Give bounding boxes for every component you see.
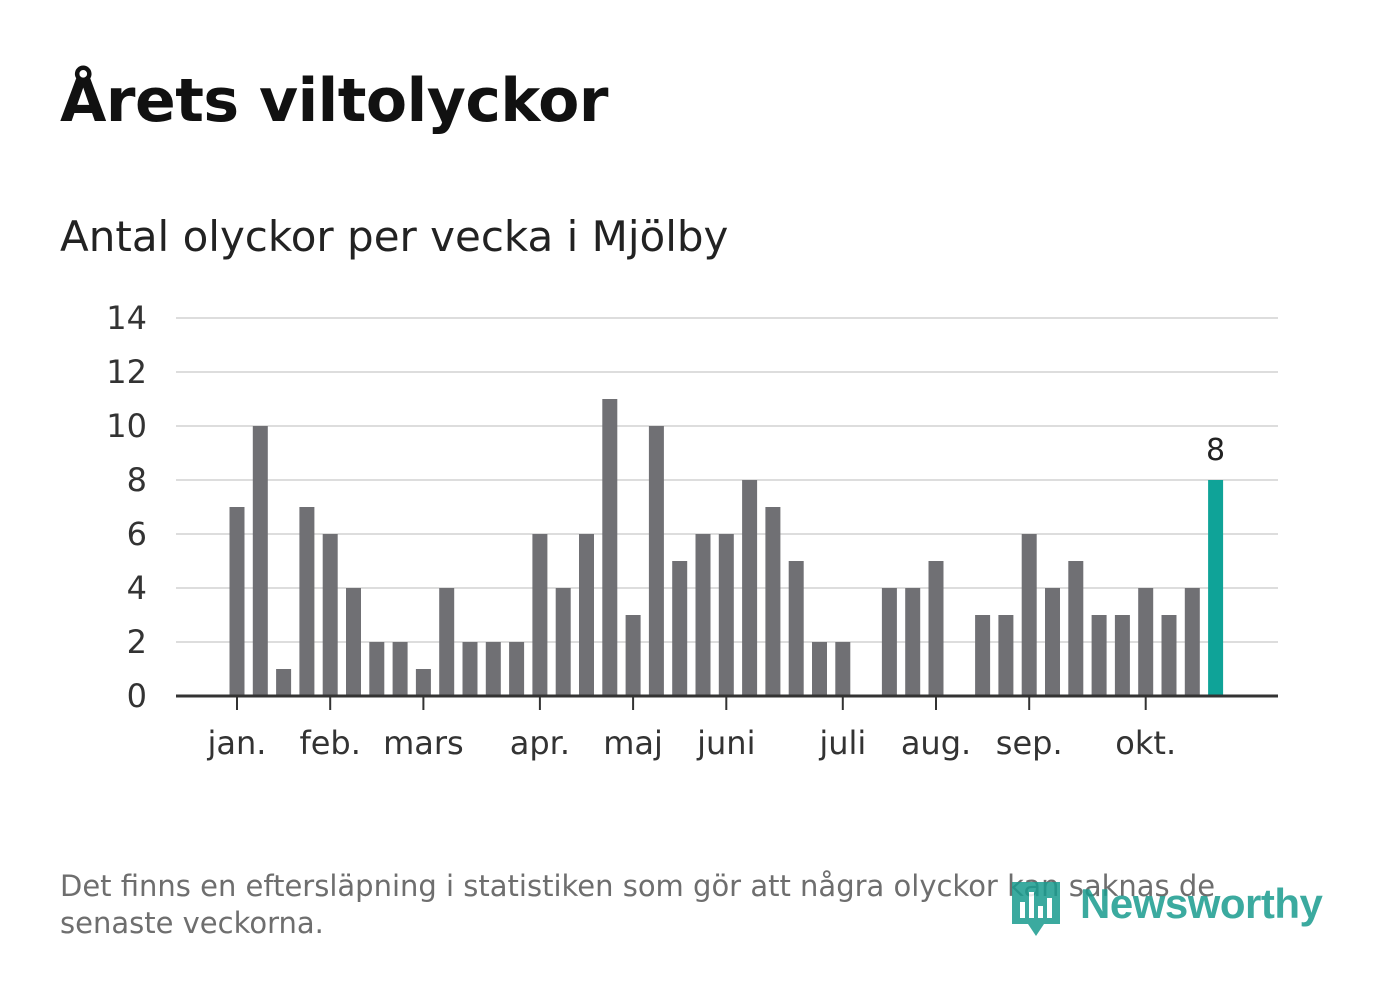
y-tick-label: 8 — [127, 461, 147, 499]
bar — [718, 534, 734, 696]
bar — [648, 426, 664, 696]
bar — [975, 615, 991, 696]
y-tick-label: 14 — [106, 299, 147, 337]
bar — [835, 642, 851, 696]
x-tick-label: sep. — [996, 724, 1063, 762]
y-tick-label: 2 — [127, 623, 147, 661]
y-tick-label: 6 — [127, 515, 147, 553]
x-tick-label: juni — [696, 724, 755, 762]
bar — [928, 561, 944, 696]
bar — [1184, 588, 1200, 696]
bar — [625, 615, 641, 696]
x-tick-label: mars — [383, 724, 464, 762]
x-axis-ticks: jan. feb. mars apr. maj juni juli aug. sep. okt. — [207, 696, 1176, 762]
bar — [812, 642, 827, 696]
bar — [1021, 534, 1037, 696]
data-labels: 8 — [1206, 433, 1225, 468]
bar — [1045, 588, 1060, 696]
bar-highlight — [1208, 480, 1224, 696]
y-tick-label: 4 — [127, 569, 147, 607]
bar — [555, 588, 571, 696]
bar — [1068, 561, 1084, 696]
bar — [532, 534, 548, 696]
bar — [439, 588, 455, 696]
bar — [509, 642, 525, 696]
bar — [1114, 615, 1130, 696]
bar — [485, 642, 501, 696]
bar — [672, 561, 688, 696]
bar — [392, 642, 408, 696]
x-tick-label: okt. — [1115, 724, 1176, 762]
x-tick-label: jan. — [207, 724, 267, 762]
y-tick-label: 12 — [106, 353, 147, 391]
x-tick-label: maj — [603, 724, 663, 762]
y-tick-label: 10 — [106, 407, 147, 445]
bar — [229, 507, 245, 696]
chart-subtitle: Antal olyckor per vecka i Mjölby — [60, 212, 729, 261]
x-tick-label: feb. — [299, 724, 360, 762]
bar — [998, 615, 1014, 696]
brand-name: Newsworthy — [1080, 880, 1323, 927]
bar — [369, 642, 385, 696]
bar — [346, 588, 361, 696]
bar — [881, 588, 897, 696]
chart-title: Årets viltolyckor — [60, 66, 609, 136]
bar — [1091, 615, 1107, 696]
y-axis-ticks: 0 2 4 6 8 10 12 14 — [106, 299, 147, 715]
bar — [252, 426, 268, 696]
bar — [276, 669, 292, 696]
bar — [462, 642, 478, 696]
brand-logo: Newsworthy — [1010, 876, 1340, 946]
x-tick-label: aug. — [901, 724, 971, 762]
bar — [579, 534, 594, 696]
bar — [788, 561, 804, 696]
x-tick-label: juli — [818, 724, 866, 762]
bar — [415, 669, 431, 696]
highlight-value-label: 8 — [1206, 433, 1225, 468]
bar — [905, 588, 921, 696]
x-tick-label: apr. — [510, 724, 570, 762]
bar — [299, 507, 315, 696]
bar — [1161, 615, 1177, 696]
bar — [695, 534, 711, 696]
newsworthy-logo-icon — [1012, 882, 1060, 936]
bar — [742, 480, 758, 696]
bar — [1138, 588, 1154, 696]
bar — [602, 399, 618, 696]
bar — [765, 507, 781, 696]
y-tick-label: 0 — [127, 677, 147, 715]
bar — [322, 534, 338, 696]
bars — [229, 399, 1224, 696]
